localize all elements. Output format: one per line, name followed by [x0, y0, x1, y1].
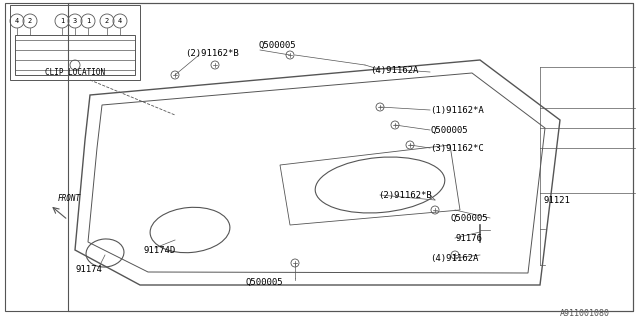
Text: CLIP LOCATION: CLIP LOCATION	[45, 68, 105, 76]
Text: 4: 4	[15, 18, 19, 24]
Text: 2: 2	[105, 18, 109, 24]
Text: 91176: 91176	[455, 234, 482, 243]
Text: (2)91162*B: (2)91162*B	[378, 190, 432, 199]
Text: 1: 1	[60, 18, 64, 24]
Text: 2: 2	[28, 18, 32, 24]
Text: (3)91162*C: (3)91162*C	[430, 143, 484, 153]
Text: FRONT: FRONT	[58, 194, 81, 203]
Bar	[68, 3, 633, 311]
Text: Q500005: Q500005	[245, 277, 283, 286]
Text: Q500005: Q500005	[258, 41, 296, 50]
Text: Q500005: Q500005	[450, 213, 488, 222]
Bar	[10, 5, 140, 80]
Text: (4)91162A: (4)91162A	[430, 253, 478, 262]
Text: (2)91162*B: (2)91162*B	[185, 49, 239, 58]
Text: 91174: 91174	[75, 266, 102, 275]
Text: (4)91162A: (4)91162A	[370, 66, 419, 75]
Text: A911001080: A911001080	[560, 309, 610, 318]
Text: 3: 3	[73, 18, 77, 24]
Text: 91174D: 91174D	[143, 245, 175, 254]
Text: 1: 1	[86, 18, 90, 24]
Text: Q500005: Q500005	[430, 125, 468, 134]
Text: 4: 4	[118, 18, 122, 24]
Bar	[15, 35, 135, 75]
Text: 91121: 91121	[544, 196, 571, 204]
Text: (1)91162*A: (1)91162*A	[430, 106, 484, 115]
